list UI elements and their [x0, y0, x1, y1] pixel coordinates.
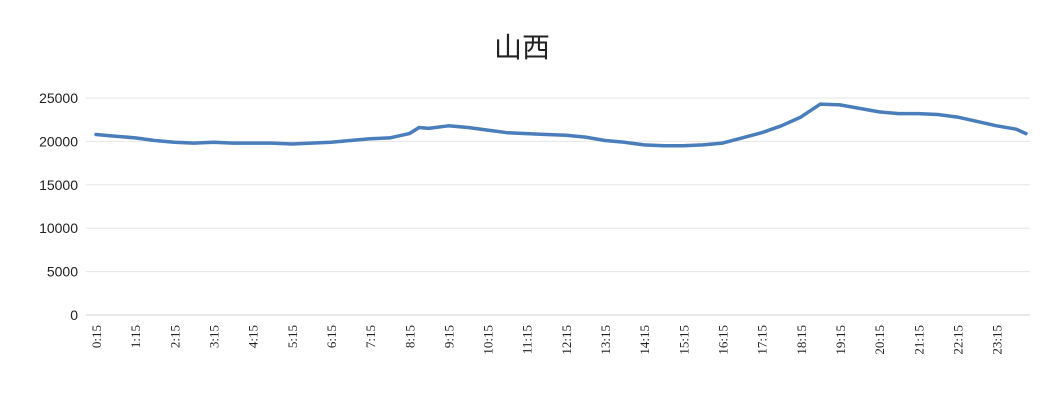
- y-tick-label: 5000: [47, 264, 78, 280]
- y-tick-label: 25000: [39, 90, 78, 106]
- x-tick-label: 7:15: [363, 325, 378, 348]
- x-tick-label: 12:15: [559, 325, 574, 355]
- x-tick-label: 10:15: [481, 325, 496, 355]
- x-tick-label: 17:15: [755, 325, 770, 355]
- x-tick-label: 13:15: [598, 325, 613, 355]
- x-tick-label: 6:15: [324, 325, 339, 348]
- x-tick-label: 14:15: [637, 325, 652, 355]
- x-tick-label: 4:15: [246, 325, 261, 348]
- x-tick-label: 3:15: [206, 325, 221, 348]
- y-tick-label: 0: [70, 307, 78, 323]
- x-tick-label: 11:15: [520, 325, 535, 354]
- x-tick-label: 21:15: [911, 325, 926, 355]
- x-tick-label: 9:15: [441, 325, 456, 348]
- x-tick-label: 22:15: [950, 325, 965, 355]
- chart-title: 山西: [493, 31, 550, 64]
- x-tick-label: 8:15: [402, 325, 417, 348]
- y-tick-label: 15000: [39, 177, 78, 193]
- x-tick-label: 5:15: [285, 325, 300, 348]
- series-line: [94, 102, 1028, 148]
- x-tick-label: 20:15: [872, 325, 887, 355]
- x-tick-label: 23:15: [990, 325, 1005, 355]
- x-tick-label: 2:15: [167, 325, 182, 348]
- x-tick-label: 15:15: [676, 325, 691, 355]
- x-tick-label: 1:15: [128, 325, 143, 348]
- y-tick-label: 20000: [39, 133, 78, 149]
- x-tick-label: 18:15: [794, 325, 809, 355]
- x-tick-label: 19:15: [833, 325, 848, 355]
- y-tick-label: 10000: [39, 220, 78, 236]
- x-tick-label: 16:15: [716, 325, 731, 355]
- x-tick-label: 0:15: [89, 325, 104, 348]
